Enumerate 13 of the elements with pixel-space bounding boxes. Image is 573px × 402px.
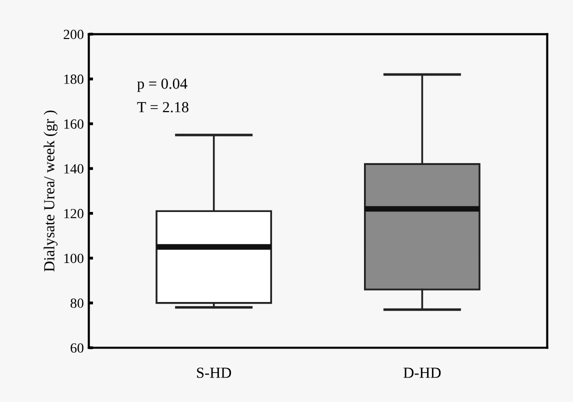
x-tick-label: S-HD xyxy=(197,368,232,378)
y-tick-label: 200 xyxy=(64,30,84,40)
y-tick-label: 160 xyxy=(64,119,84,129)
annotation: p = 0.04 xyxy=(137,78,188,92)
y-tick-label: 180 xyxy=(64,74,84,84)
y-axis-title: Dialysate Urea/ week (gr ) xyxy=(44,110,58,272)
y-tick-label: 120 xyxy=(64,208,84,218)
y-tick-label: 140 xyxy=(64,164,84,174)
y-tick-label: 60 xyxy=(70,343,84,353)
y-tick-label: 80 xyxy=(70,298,84,308)
x-tick-label: D-HD xyxy=(404,368,441,378)
y-tick-label: 100 xyxy=(64,254,84,264)
annotation: T = 2.18 xyxy=(137,102,188,112)
